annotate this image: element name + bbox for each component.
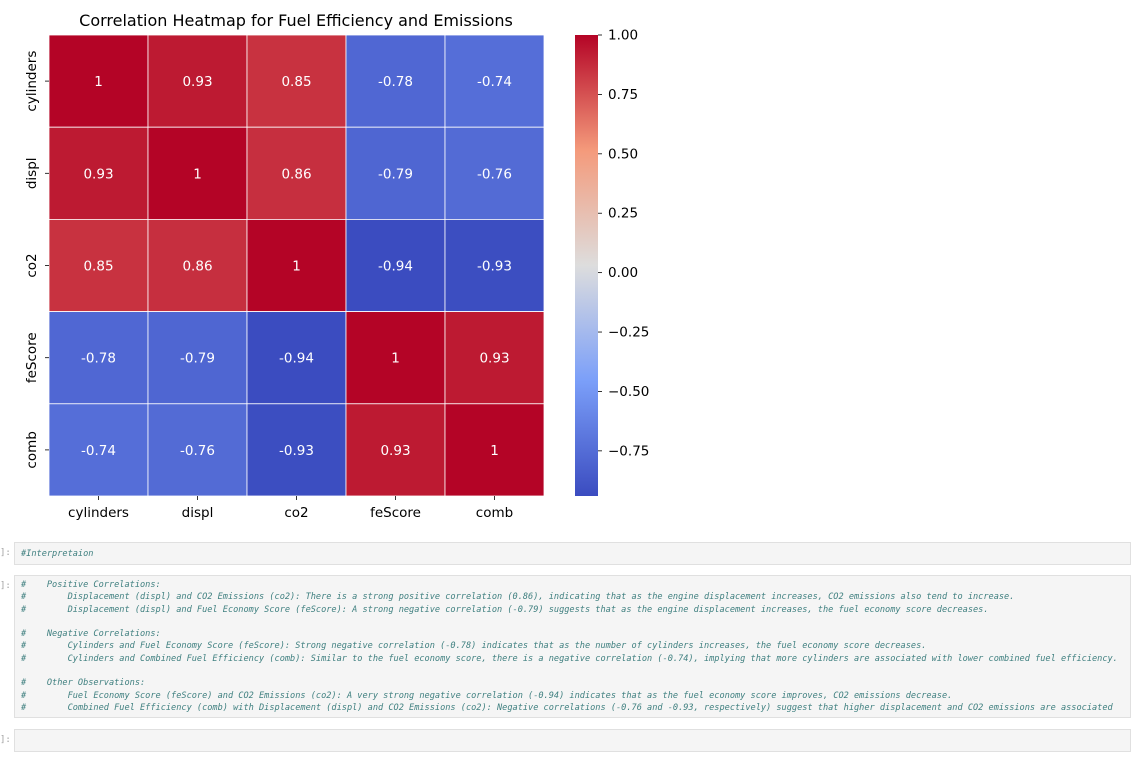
heatmap-cell — [444, 34, 545, 128]
cell-value-label: -0.93 — [279, 443, 314, 459]
code-comment-line: # Other Observations: — [21, 678, 146, 689]
colorbar-tick-label: 0.25 — [608, 206, 638, 222]
cell-value-label: 0.85 — [83, 259, 113, 275]
cell-value-label: 1 — [292, 259, 301, 275]
heatmap-cell — [147, 34, 248, 128]
cell-value-label: 0.93 — [479, 351, 509, 367]
code-comment-line: # Cylinders and Fuel Economy Score (feSc… — [21, 641, 927, 652]
y-tick-label: feScore — [24, 332, 40, 383]
heatmap-cell — [444, 218, 545, 312]
code-comment-line: # Combined Fuel Efficiency (comb) with D… — [21, 702, 1113, 713]
cell-prompt: ]: — [0, 581, 11, 591]
empty-code-cell[interactable] — [14, 729, 1131, 752]
cell-value-label: -0.74 — [477, 74, 512, 90]
cell-value-label: 0.93 — [83, 166, 113, 182]
heatmap-cell — [444, 311, 545, 405]
cell-value-label: -0.93 — [477, 259, 512, 275]
code-comment-line: # Negative Correlations: — [21, 629, 161, 640]
cell-value-label: -0.94 — [279, 351, 314, 367]
cell-value-label: 0.85 — [281, 74, 311, 90]
heatmap-cell — [246, 403, 347, 497]
y-tick-label: displ — [24, 157, 40, 189]
cell-value-label: 1 — [193, 166, 202, 182]
code-cell-observations[interactable]: # Positive Correlations: # Displacement … — [14, 575, 1131, 718]
heatmap-cell — [147, 311, 248, 405]
cell-value-label: -0.76 — [180, 443, 215, 459]
y-tick-label: co2 — [24, 253, 40, 277]
y-tick-label: cylinders — [24, 51, 40, 112]
y-tick-label: comb — [24, 431, 40, 468]
heatmap-cell — [345, 34, 446, 128]
colorbar-ticks: 1.00 0.75 0.50 0.25 0.00 −0.25 −0.50 −0.75 — [598, 28, 649, 459]
heatmap-cell — [246, 34, 347, 128]
cell-prompt: ]: — [0, 735, 11, 745]
x-tick-label: co2 — [284, 505, 308, 521]
code-comment-line: # Displacement (displ) and Fuel Economy … — [21, 604, 989, 615]
cell-value-label: 0.93 — [380, 443, 410, 459]
x-tick-label: feScore — [370, 505, 421, 521]
colorbar-tick-label: −0.25 — [608, 325, 649, 341]
x-tick-label: cylinders — [68, 505, 129, 521]
cell-value-label: 0.86 — [182, 259, 212, 275]
chart-title: Correlation Heatmap for Fuel Efficiency … — [79, 11, 513, 30]
heatmap-cells: 1 0.93 0.85 -0.78 -0.74 0.93 1 0.86 -0.79 -0.76 0.… — [48, 34, 545, 497]
colorbar-tick-label: −0.75 — [608, 443, 649, 459]
code-comment-line: # Cylinders and Combined Fuel Efficiency… — [21, 653, 1118, 664]
colorbar-tick-label: 1.00 — [608, 28, 638, 44]
x-tick-label: displ — [182, 505, 214, 521]
heatmap-cell — [345, 218, 446, 312]
heatmap-cell — [444, 126, 545, 220]
cell-value-label: -0.79 — [180, 351, 215, 367]
colorbar-tick-label: 0.00 — [608, 265, 638, 281]
cell-value-label: -0.74 — [81, 443, 116, 459]
heatmap-cell — [246, 218, 347, 312]
cell-value-label: -0.94 — [378, 259, 413, 275]
code-comment-line: # Positive Correlations: — [21, 580, 161, 590]
colorbar-tick-label: 0.75 — [608, 87, 638, 103]
heatmap-cell — [444, 403, 545, 497]
colorbar — [575, 35, 598, 496]
correlation-heatmap-chart: Correlation Heatmap for Fuel Efficiency … — [24, 11, 649, 521]
code-comment-line: # Displacement (displ) and CO2 Emissions… — [21, 592, 1015, 603]
cell-value-label: 0.86 — [281, 166, 311, 182]
heatmap-cell — [48, 34, 149, 128]
cell-value-label: -0.78 — [81, 351, 116, 367]
heatmap-cell — [48, 126, 149, 220]
heatmap-cell — [246, 126, 347, 220]
cell-value-label: 1 — [94, 74, 103, 90]
cell-value-label: 1 — [490, 443, 499, 459]
cell-value-label: -0.78 — [378, 74, 413, 90]
colorbar-tick-label: −0.50 — [608, 384, 649, 400]
code-comment-line — [21, 665, 1130, 677]
cell-prompt: ]: — [0, 548, 11, 558]
cell-value-label: -0.76 — [477, 166, 512, 182]
cell-value-label: 0.93 — [182, 74, 212, 90]
code-comment-line: # Fuel Economy Score (feScore) and CO2 E… — [21, 690, 953, 701]
code-comment-line — [21, 616, 1130, 628]
cell-value-label: 1 — [391, 351, 400, 367]
code-comment-line: #Interpretaion — [21, 549, 94, 559]
code-cell-interpretation[interactable]: #Interpretaion — [14, 542, 1131, 565]
heatmap-cell — [345, 311, 446, 405]
heatmap-cell — [147, 403, 248, 497]
heatmap-cell — [147, 218, 248, 312]
y-axis-labels: cylinders displ co2 feScore comb — [24, 51, 49, 469]
heatmap-cell — [48, 403, 149, 497]
x-axis-labels: cylinders displ co2 feScore comb — [68, 496, 513, 521]
colorbar-tick-label: 0.50 — [608, 146, 638, 162]
x-tick-label: comb — [476, 505, 513, 521]
heatmap-cell — [246, 311, 347, 405]
cell-value-label: -0.79 — [378, 166, 413, 182]
